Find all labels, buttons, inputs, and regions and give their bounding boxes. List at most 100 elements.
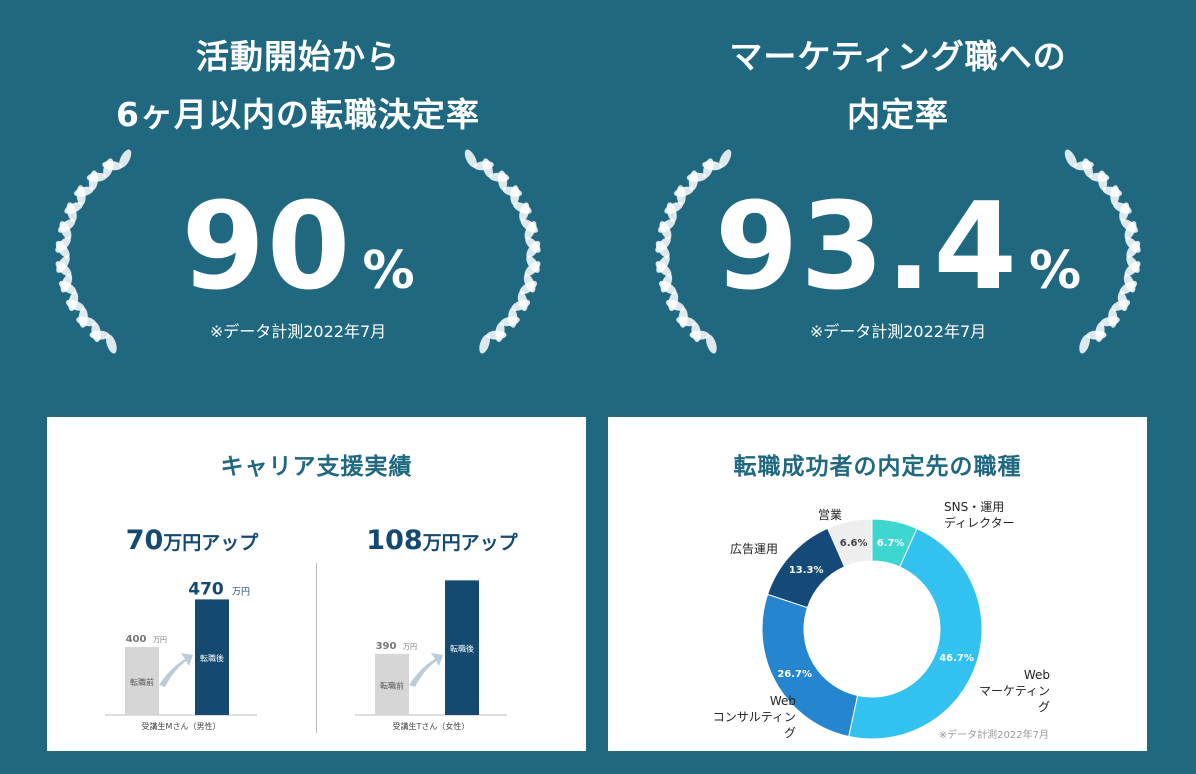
stat-unit: % — [362, 241, 415, 301]
stat-number: 93.4 — [714, 178, 1019, 317]
bar-before — [375, 653, 409, 715]
slice-value-label: 13.3% — [789, 565, 824, 576]
laurel-leaf-pair — [479, 330, 507, 354]
laurel-leaf — [497, 170, 508, 191]
increase-arrow-icon — [409, 653, 443, 687]
bar-value-label: 498 — [438, 577, 474, 580]
laurel-leaf — [1064, 149, 1077, 168]
donut-chart: 6.7% 46.7% 26.7% 13.3% 6.6% — [761, 518, 983, 740]
laurel-leaf — [719, 149, 732, 168]
laurel-leaf — [500, 316, 520, 327]
bar-value-label: 390 — [376, 641, 397, 652]
laurel-leaf — [76, 316, 96, 327]
laurel-leaf — [706, 334, 717, 354]
laurel-leaf — [76, 185, 86, 206]
increase-amount: 108 — [366, 525, 423, 556]
card-title: 転職成功者の内定先の職種 — [733, 454, 1022, 480]
laurel-leaf — [1097, 170, 1108, 191]
slice-web-consulting — [761, 593, 859, 738]
divider — [316, 563, 317, 733]
slice-value-label: 26.7% — [777, 669, 812, 680]
bar-inner-label: 転職後 — [200, 653, 224, 663]
laurel-leaf — [66, 202, 77, 222]
increase-arrow-icon — [159, 653, 193, 687]
laurel-leaf — [659, 221, 672, 240]
bar-unit-label: 万円 — [232, 586, 250, 597]
laurel-leaf — [665, 299, 685, 311]
stat-note: ※データ計測2022年7月 — [209, 322, 387, 341]
increase-suffix: 万円アップ — [163, 532, 259, 554]
stat-note: ※データ計測2022年7月 — [809, 322, 987, 341]
slice-value-label: 6.7% — [877, 538, 905, 549]
salary-comparison: 108万円アップ 転職前390万円転職後498万円受講生Tさん（女性） — [317, 417, 567, 751]
bar-value-label: 400 — [126, 634, 147, 645]
stat-title: 活動開始から 6ヶ月以内の転職決定率 — [18, 28, 578, 144]
salary-increase-headline: 70万円アップ — [67, 525, 317, 556]
stat-title-line1: 活動開始から — [196, 37, 400, 76]
bar-value-label: 470 — [188, 579, 224, 599]
laurel-leaf — [55, 240, 70, 258]
laurel-right-icon — [464, 149, 541, 354]
salary-increase-headline: 108万円アップ — [317, 525, 567, 556]
stat-placement-rate: 活動開始から 6ヶ月以内の転職決定率 90% ※データ計測2022年7月 — [18, 0, 578, 400]
career-support-card: キャリア支援実績 70万円アップ 転職前 400 万円 転職後 470 万円 受講生Mさん（… — [47, 417, 586, 751]
laurel-leaf — [1110, 185, 1120, 206]
laurel-leaf — [106, 334, 117, 354]
data-note: ※データ計測2022年7月 — [938, 730, 1049, 741]
bar-chart-caption: 受講生Mさん（男性） — [142, 721, 221, 731]
laurel-leaf — [1124, 261, 1141, 277]
laurel-leaf — [1126, 240, 1141, 258]
laurel-leaf-pair — [1079, 330, 1107, 354]
laurel-leaf — [519, 280, 538, 295]
laurel-leaf — [1119, 202, 1130, 222]
laurel-leaf — [1124, 221, 1137, 240]
salary-comparison: 70万円アップ 転職前 400 万円転職後 470 万円受講生Mさん（男性） — [67, 417, 317, 751]
salary-bar-chart: 転職前390万円転職後498万円受講生Tさん（女性） — [355, 577, 507, 731]
laurel-right-icon — [1064, 149, 1141, 354]
stat-marketing-offer-rate: マーケティング職への 内定率 93.4% ※データ計測2022年7月 — [618, 0, 1178, 400]
laurel-leaf — [1086, 330, 1107, 340]
laurel-leaf — [658, 280, 677, 295]
stat-number: 90 — [181, 178, 353, 317]
laurel-leaf — [655, 261, 672, 277]
laurel-leaf — [1119, 280, 1138, 295]
stat-title-line2: 6ヶ月以内の転職決定率 — [116, 95, 480, 134]
bar-unit-label: 万円 — [153, 636, 167, 644]
laurel-leaf — [479, 334, 490, 354]
slice-web-marketing — [848, 527, 983, 740]
stat-value: 90% — [18, 178, 578, 317]
slice-sales — [827, 518, 873, 568]
laurel-leaf — [519, 202, 530, 222]
laurel-leaf — [55, 261, 72, 277]
laurel-leaf — [526, 240, 541, 258]
laurel-left-icon — [655, 149, 732, 354]
bar-chart-caption: 受講生Tさん（女性） — [393, 721, 470, 731]
card-title: キャリア支援実績 — [220, 454, 413, 480]
laurel-leaf — [89, 330, 110, 340]
stat-value: 93.4% — [618, 178, 1178, 317]
increase-amount: 70 — [125, 525, 164, 556]
laurel-leaf — [1079, 334, 1090, 354]
bar-inner-label: 転職前 — [130, 677, 154, 687]
increase-suffix: 万円アップ — [422, 532, 518, 554]
laurel-leaf — [59, 221, 72, 240]
bar-inner-label: 転職前 — [380, 680, 404, 690]
laurel-leaf — [486, 330, 507, 340]
stat-unit: % — [1028, 241, 1082, 301]
laurel-leaf — [58, 280, 77, 295]
laurel-leaf — [655, 240, 670, 258]
legend-label-sns: SNS・運用 ディレクター — [944, 500, 1015, 530]
laurel-leaf — [689, 330, 710, 340]
laurel-left-icon — [55, 149, 132, 354]
laurel-leaf — [119, 149, 132, 168]
laurel-leaf — [65, 299, 85, 311]
laurel-leaf — [676, 316, 696, 327]
laurel-leaf — [703, 158, 714, 178]
bar-unit-label: 万円 — [403, 643, 417, 651]
legend-label-web-consulting: Web コンサルティング — [712, 694, 796, 740]
laurel-leaf — [524, 261, 541, 277]
slice-value-label: 46.7% — [939, 653, 974, 664]
laurel-leaf — [666, 202, 677, 222]
job-type-card: 転職成功者の内定先の職種 6.7% 46.7% 26.7% 13.3% 6.6% 営業 … — [608, 417, 1147, 751]
